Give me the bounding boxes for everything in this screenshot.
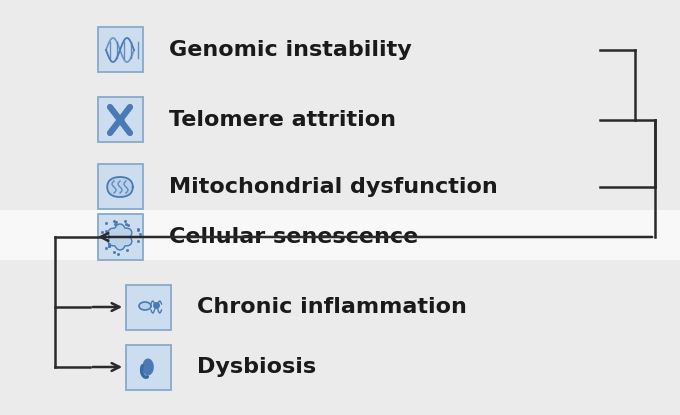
Text: Mitochondrial dysfunction: Mitochondrial dysfunction: [169, 177, 498, 197]
Text: Telomere attrition: Telomere attrition: [169, 110, 396, 130]
FancyBboxPatch shape: [97, 215, 143, 259]
FancyBboxPatch shape: [97, 164, 143, 210]
FancyBboxPatch shape: [97, 27, 143, 73]
Text: Genomic instability: Genomic instability: [169, 40, 412, 60]
Text: Chronic inflammation: Chronic inflammation: [197, 297, 467, 317]
Bar: [0, 260, 680, 415]
FancyBboxPatch shape: [97, 98, 143, 142]
Polygon shape: [108, 224, 132, 250]
FancyBboxPatch shape: [126, 344, 171, 390]
FancyBboxPatch shape: [126, 285, 171, 330]
Text: Cellular senescence: Cellular senescence: [169, 227, 418, 247]
Bar: [0, 210, 680, 260]
Text: Dysbiosis: Dysbiosis: [197, 357, 316, 377]
Polygon shape: [139, 302, 151, 310]
Polygon shape: [143, 359, 153, 375]
Polygon shape: [107, 177, 133, 197]
Bar: [0, 0, 680, 210]
